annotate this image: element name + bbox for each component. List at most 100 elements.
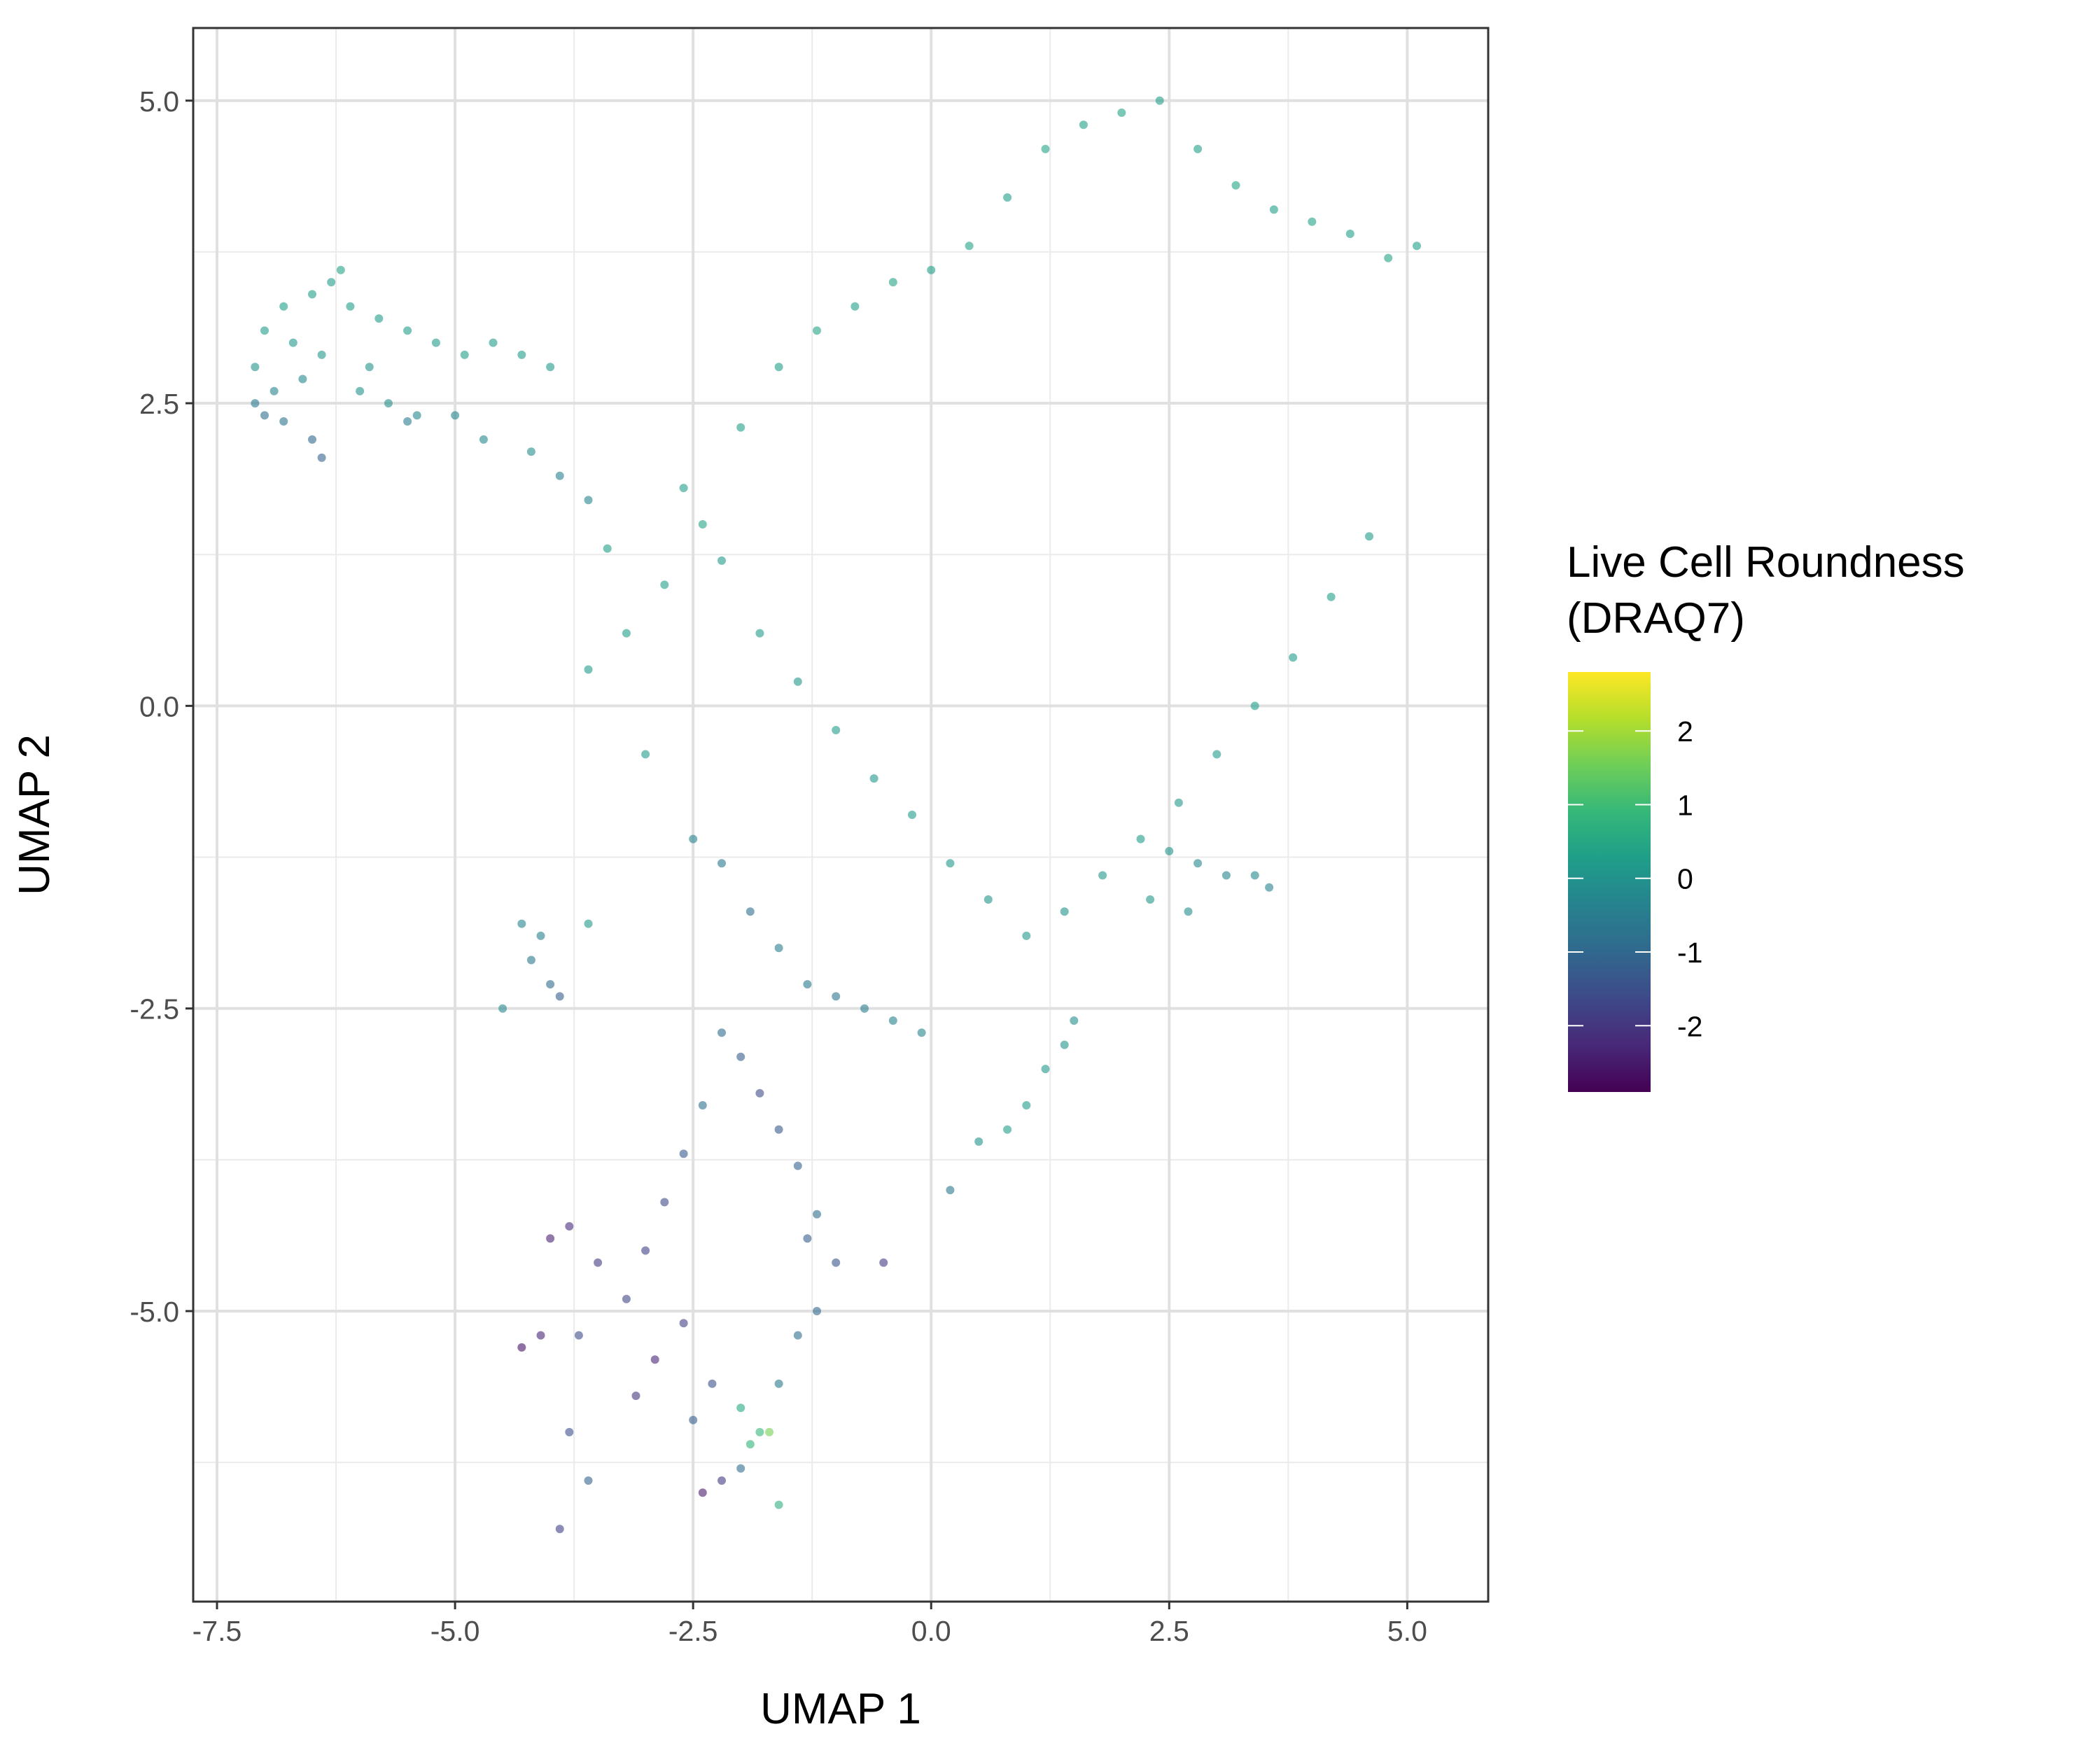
scatter-point <box>260 326 269 335</box>
scatter-point <box>946 859 955 868</box>
panel-border <box>192 27 1490 1603</box>
scatter-point <box>641 1246 650 1255</box>
scatter-point <box>736 1464 746 1473</box>
scatter-point <box>1413 241 1421 251</box>
scatter-point <box>308 435 316 444</box>
scatter-point <box>708 1379 717 1388</box>
scatter-point <box>270 386 279 396</box>
scatter-point <box>536 931 545 940</box>
scatter-point <box>774 1379 783 1388</box>
scatter-point <box>622 629 631 638</box>
scatter-point <box>679 1149 688 1158</box>
scatter-point <box>584 1476 593 1485</box>
scatter-point <box>698 520 707 528</box>
scatter-point <box>1146 895 1155 904</box>
x-axis-title: UMAP 1 <box>760 1685 921 1733</box>
scatter-point <box>308 290 316 299</box>
scatter-point <box>736 1052 746 1061</box>
scatter-point <box>774 1125 783 1134</box>
x-tick-label: -5.0 <box>430 1615 480 1647</box>
scatter-point <box>879 1258 888 1267</box>
scatter-point <box>869 774 878 783</box>
scatter-point <box>850 302 860 311</box>
scatter-point <box>279 302 288 311</box>
scatter-point <box>917 1028 926 1037</box>
scatter-point <box>584 665 593 674</box>
scatter-point <box>718 1476 726 1485</box>
scatter-point <box>698 1488 707 1497</box>
scatter-point <box>298 374 307 384</box>
scatter-point <box>584 496 593 505</box>
scatter-point <box>451 411 460 420</box>
colorbar-tick-label: -1 <box>1677 937 1702 969</box>
scatter-point <box>1079 120 1088 130</box>
scatter-point <box>403 417 412 426</box>
scatter-point <box>641 750 650 759</box>
scatter-point <box>1365 532 1373 541</box>
scatter-point <box>498 1004 507 1013</box>
scatter-point <box>746 1440 755 1449</box>
plot-panel <box>192 27 1490 1603</box>
scatter-point <box>860 1004 869 1013</box>
scatter-point <box>1022 1101 1031 1110</box>
scatter-point <box>736 423 746 432</box>
scatter-point <box>317 350 326 359</box>
scatter-point <box>251 363 260 372</box>
scatter-point <box>908 811 916 819</box>
y-axis: -5.0 -2.5 0.0 2.5 5.0 <box>130 85 193 1328</box>
scatter-point <box>1222 871 1231 880</box>
scatter-point <box>718 556 726 565</box>
scatter-point <box>1003 1125 1012 1134</box>
y-tick-label: -5.0 <box>130 1296 179 1328</box>
y-axis-title: UMAP 2 <box>10 734 59 895</box>
scatter-point <box>1070 1016 1079 1025</box>
scatter-point <box>431 338 440 347</box>
x-tick-label: 0.0 <box>911 1615 951 1647</box>
scatter-point <box>965 241 974 251</box>
scatter-point <box>479 435 488 444</box>
scatter-point <box>888 1016 897 1025</box>
scatter-point <box>793 677 802 686</box>
scatter-point <box>1289 653 1298 662</box>
scatter-point <box>489 338 498 347</box>
scatter-point <box>660 580 669 589</box>
scatter-point <box>346 302 355 311</box>
scatter-point <box>1098 871 1107 880</box>
scatter-point <box>288 338 298 347</box>
colorbar-ticks: 2 1 0 -1 -2 <box>1568 715 1702 1042</box>
colorbar-tick-label: 1 <box>1677 789 1693 821</box>
scatter-point <box>755 1427 764 1436</box>
scatter-point <box>755 1088 764 1098</box>
scatter-point <box>689 1415 698 1424</box>
scatter-point <box>983 895 993 904</box>
y-tick-label: 0.0 <box>139 690 179 722</box>
scatter-point <box>1022 931 1031 940</box>
colorbar-tick-label: 2 <box>1677 715 1693 748</box>
scatter-point <box>813 1210 821 1219</box>
scatter-point <box>1308 217 1317 226</box>
scatter-point <box>974 1137 983 1146</box>
scatter-point <box>1345 230 1354 238</box>
scatter-point <box>832 992 841 1001</box>
scatter-point <box>517 1343 526 1352</box>
scatter-point <box>403 326 412 335</box>
scatter-point <box>526 955 536 965</box>
scatter-point <box>774 944 783 953</box>
scatter-point <box>622 1294 631 1303</box>
scatter-point <box>1136 834 1145 844</box>
scatter-point <box>584 919 593 928</box>
scatter-point <box>1250 871 1259 880</box>
scatter-point <box>803 980 812 989</box>
scatter-point <box>660 1198 669 1207</box>
scatter-point <box>1003 193 1012 202</box>
color-legend: Live Cell Roundness (DRAQ7) 2 1 0 -1 -2 <box>1567 538 1965 1092</box>
scatter-point <box>555 1525 564 1534</box>
scatter-point <box>774 1500 783 1509</box>
scatter-point <box>1250 701 1259 710</box>
x-tick-label: -2.5 <box>668 1615 718 1647</box>
scatter-point <box>517 919 526 928</box>
x-tick-label: -7.5 <box>192 1615 242 1647</box>
scatter-point <box>813 326 821 335</box>
scatter-point <box>1194 144 1203 153</box>
scatter-point <box>260 411 269 420</box>
